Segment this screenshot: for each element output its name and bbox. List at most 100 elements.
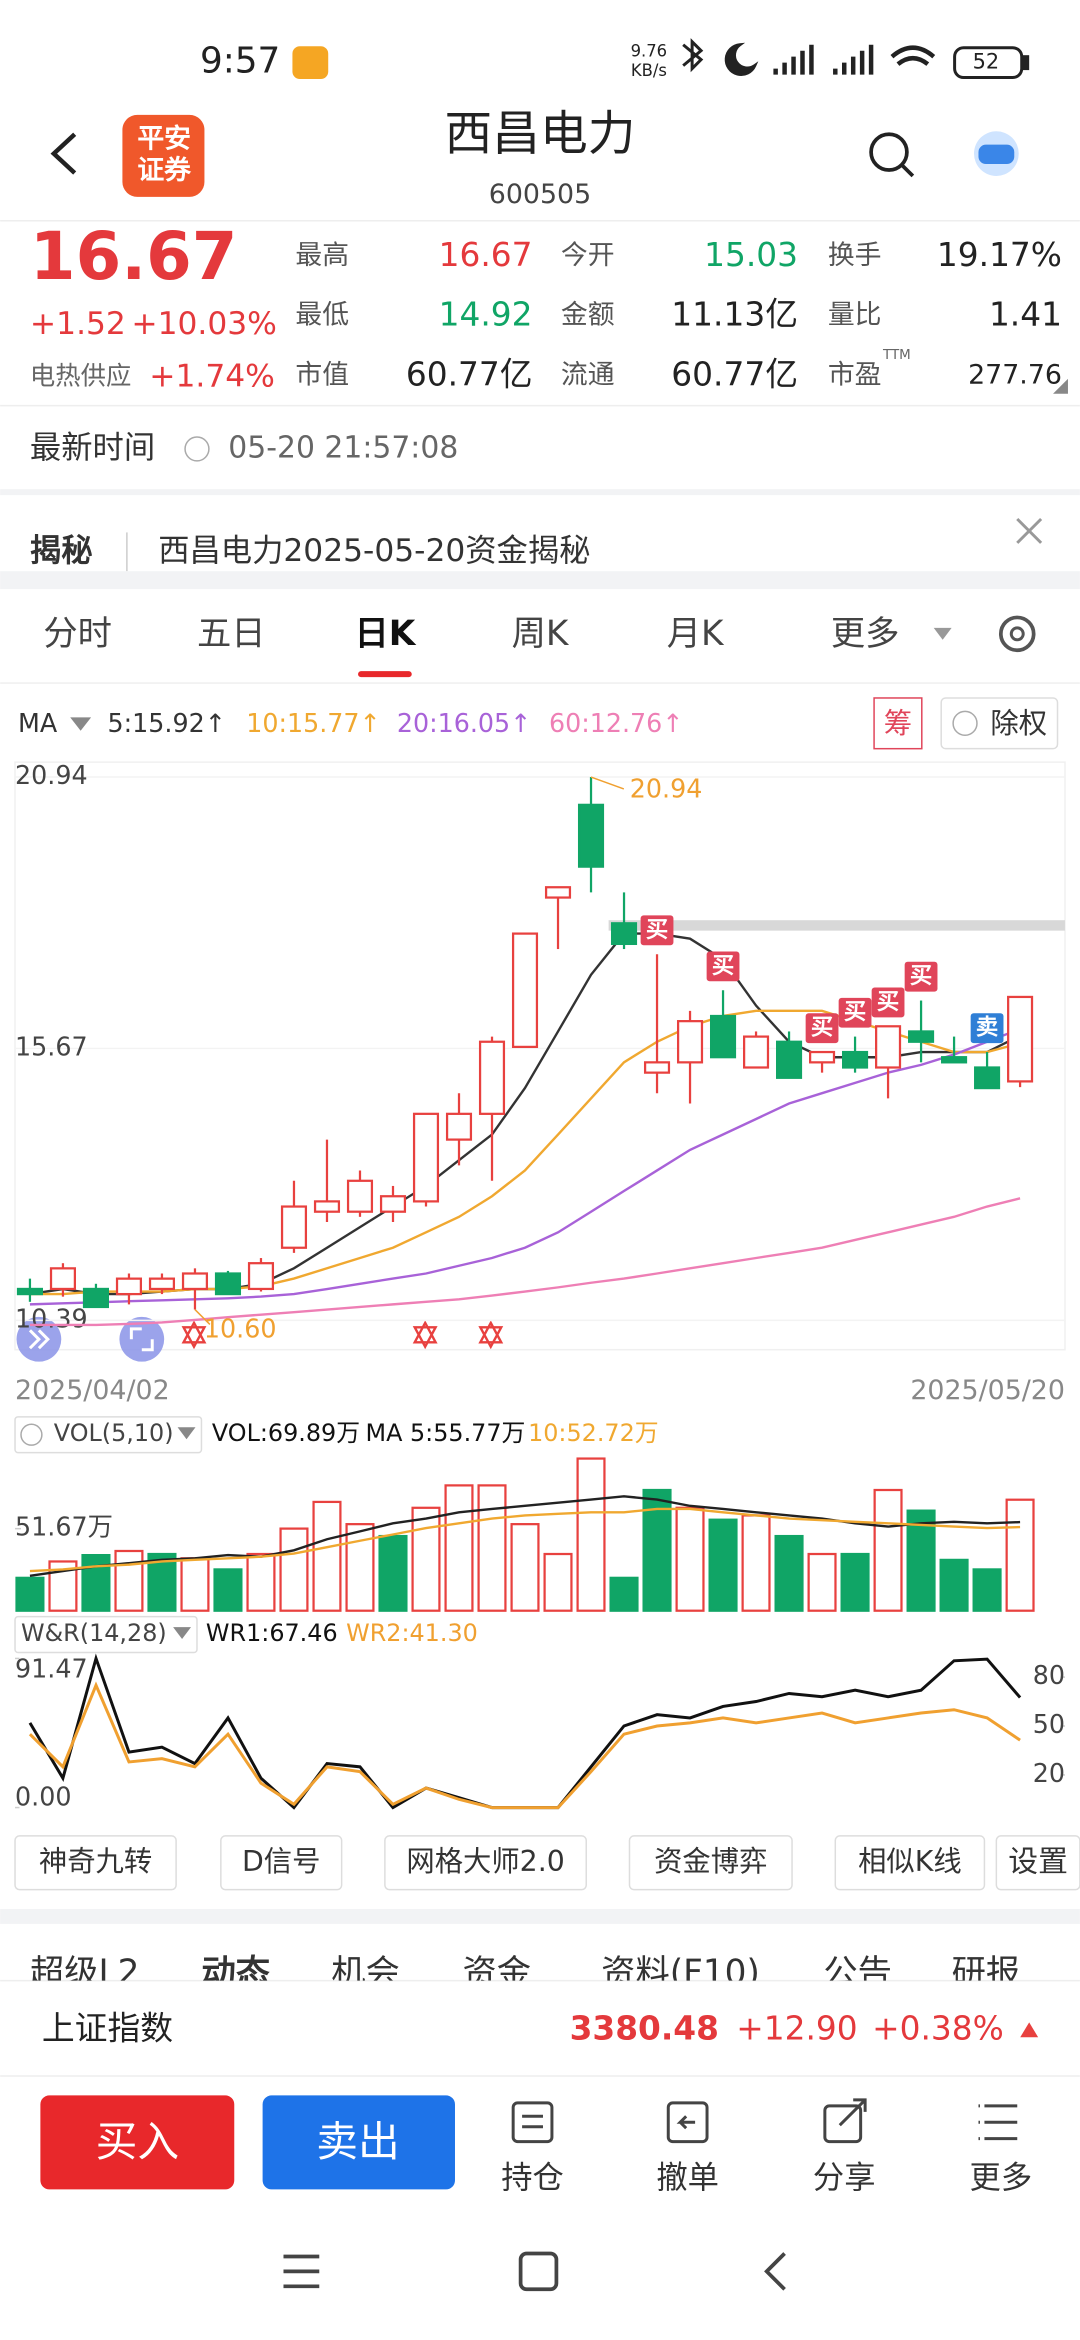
candle-body xyxy=(775,1040,803,1079)
ma-dropdown[interactable] xyxy=(70,717,92,731)
tab[interactable]: 分时 xyxy=(43,614,112,654)
volume-bar xyxy=(1005,1498,1035,1612)
candle-body xyxy=(445,1112,473,1141)
volume-bar xyxy=(741,1514,771,1612)
candle-body xyxy=(577,803,605,868)
sub-tab: 资料(F10) xyxy=(601,1953,760,1993)
signal-label: 买 xyxy=(811,1015,833,1041)
status-icons xyxy=(682,38,1030,80)
signal-label: 买 xyxy=(910,963,932,989)
wr-dropdown xyxy=(173,1627,192,1640)
legend-entry: 10:52.72万 xyxy=(528,1419,659,1447)
tool-button[interactable] xyxy=(834,1835,986,1891)
action-label[interactable]: 撤单 xyxy=(656,2160,719,2196)
tool-button[interactable] xyxy=(220,1835,343,1891)
tool-label: 神奇九转 xyxy=(39,1845,152,1878)
close-button[interactable] xyxy=(1016,517,1043,544)
candle-body xyxy=(478,1040,506,1115)
field-value: 11.13亿 xyxy=(671,296,798,334)
logo-text: 平安 xyxy=(137,124,191,155)
chart-frame xyxy=(14,761,1066,1351)
candle-body xyxy=(148,1277,176,1291)
adjust-label: 除权 xyxy=(990,707,1047,740)
action-label[interactable]: 持仓 xyxy=(501,2160,564,2196)
sub-tab: 资金 xyxy=(462,1953,531,1993)
signal-badge xyxy=(970,1013,1004,1044)
price: 16.67 xyxy=(30,219,238,295)
legend-entry: MA 5:55.77万 xyxy=(366,1419,526,1447)
signal-badge xyxy=(706,951,740,982)
field-label: 今开 xyxy=(561,240,615,271)
index-value: 3380.48 xyxy=(570,2009,719,2047)
x-tick-label: 2025/05/20 xyxy=(910,1375,1065,1406)
search-handle xyxy=(901,164,915,178)
tool-button[interactable] xyxy=(384,1835,587,1891)
volume-bar xyxy=(774,1534,804,1612)
field-value: 60.77亿 xyxy=(671,355,798,393)
signal-badge xyxy=(805,1013,839,1044)
more-dropdown[interactable] xyxy=(933,627,952,640)
signal-badge xyxy=(871,987,905,1018)
y-tick-label: 91.47 xyxy=(15,1653,88,1683)
volume-bar xyxy=(708,1518,738,1612)
action-label[interactable]: 分享 xyxy=(813,2160,876,2196)
index-bar[interactable] xyxy=(0,1980,1080,2077)
tab[interactable]: 月K xyxy=(667,614,725,654)
settings-icon xyxy=(1009,626,1025,642)
candle-body xyxy=(247,1262,275,1291)
field-value: 60.77亿 xyxy=(406,355,533,393)
candle-body xyxy=(974,1066,1001,1090)
search-button[interactable] xyxy=(869,132,909,172)
field-value: 277.76 xyxy=(968,359,1062,390)
volume-bar xyxy=(279,1527,309,1612)
volume-bar xyxy=(378,1534,408,1612)
y2-tick-label: 80 xyxy=(1033,1660,1065,1690)
candle-body xyxy=(643,1061,671,1074)
back-button[interactable] xyxy=(50,132,77,175)
tab[interactable]: 日K xyxy=(354,614,416,654)
tab[interactable]: 周K xyxy=(512,614,570,654)
volume-bar xyxy=(972,1568,1002,1612)
volume-bar xyxy=(873,1488,903,1612)
candle-body xyxy=(181,1272,209,1291)
tool-button[interactable] xyxy=(14,1835,177,1891)
sell-button[interactable] xyxy=(262,2095,455,2190)
candle-body xyxy=(511,932,539,1049)
tab[interactable]: 五日 xyxy=(197,614,266,654)
high-label: 20.94 xyxy=(630,773,703,803)
tab[interactable]: 更多 xyxy=(831,614,900,654)
y-tick-label: 20.94 xyxy=(15,760,88,790)
info-icon xyxy=(20,1423,43,1446)
signal-label: 买 xyxy=(646,917,668,943)
candle-body xyxy=(941,1056,968,1064)
field-label: 最高 xyxy=(295,240,349,271)
tool-button[interactable] xyxy=(628,1835,793,1891)
volume-ma-line xyxy=(29,1495,1021,1577)
separator xyxy=(0,489,1080,496)
candle-body xyxy=(676,1020,704,1064)
y2-tick-label: 50 xyxy=(1033,1709,1065,1739)
wr-indicator-button[interactable] xyxy=(14,1615,198,1654)
sub-tab: 研报 xyxy=(952,1953,1021,1993)
sub-tabs: 超级L2 动态 机会 资金 资料(F10) 公告 研报 xyxy=(30,1953,1021,1993)
nav-menu[interactable] xyxy=(283,2254,320,2289)
settings-button[interactable] xyxy=(998,615,1036,653)
volume-bar xyxy=(411,1506,441,1612)
legend-entry: WR2:41.30 xyxy=(346,1619,478,1647)
net-speed: 9.76 xyxy=(631,42,668,61)
candle-body xyxy=(709,1014,737,1059)
change: +1.52 xyxy=(30,306,126,342)
update-time: 05-20 21:57:08 xyxy=(228,430,458,465)
chips-button[interactable] xyxy=(873,697,923,750)
sub-tab: 动态 xyxy=(201,1953,270,1993)
buy-button[interactable] xyxy=(40,2095,235,2190)
nav-back[interactable] xyxy=(764,2252,786,2291)
action-label[interactable]: 更多 xyxy=(970,2160,1033,2196)
vol-indicator-button[interactable] xyxy=(14,1416,203,1454)
adjust-button[interactable] xyxy=(940,697,1059,750)
signal-badge xyxy=(904,961,938,992)
nav-home[interactable] xyxy=(518,2251,559,2292)
high-marker xyxy=(590,776,625,790)
field-value: 1.41 xyxy=(989,296,1062,334)
